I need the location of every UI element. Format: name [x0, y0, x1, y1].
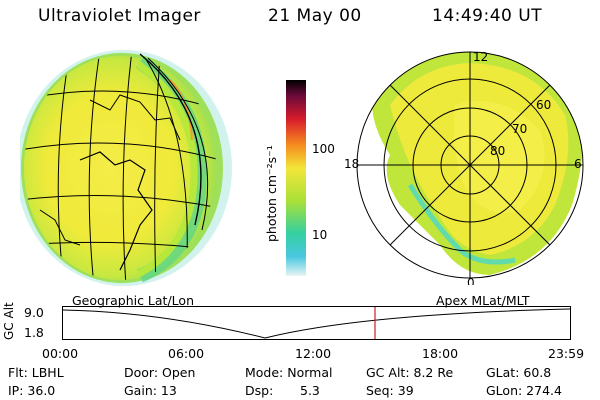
dsp-value: 5.3 [300, 383, 320, 398]
colorbar-unit-label: photon cm⁻²s⁻¹ [264, 145, 279, 242]
colorbar [286, 80, 306, 276]
filter-status: Flt: LBHL [8, 365, 64, 380]
altitude-max-label: 9.0 [24, 305, 44, 320]
time-label: 14:49:40 UT [432, 6, 543, 26]
earth-auroral-image [20, 50, 232, 286]
mlt-label-0: 0 [467, 276, 475, 285]
right-projection-label: Apex MLat/MLT [436, 293, 530, 308]
time-tick-0600: 06:00 [168, 346, 205, 361]
altitude-plot [62, 306, 571, 340]
door-status: Door: Open [124, 365, 196, 380]
dsp-label: Dsp: [245, 383, 274, 398]
time-tick-1800: 18:00 [422, 346, 459, 361]
glat-status: GLat: 60.8 [486, 365, 552, 380]
gc-alt-status: GC Alt: 8.2 Re [366, 365, 454, 380]
lat-label-60: 60 [536, 98, 551, 112]
altitude-axis-label: GC Alt [2, 302, 16, 340]
colorbar-tick-10: 10 [312, 228, 328, 242]
mlt-label-18: 18 [344, 157, 359, 171]
date-label: 21 May 00 [268, 6, 362, 26]
time-tick-2359: 23:59 [548, 346, 585, 361]
mlt-label-12: 12 [473, 50, 488, 64]
seq-status: Seq: 39 [366, 383, 414, 398]
mlt-label-6: 6 [574, 157, 582, 171]
time-tick-0000: 00:00 [42, 346, 79, 361]
polar-auroral-plot: 12 18 6 0 60 70 80 [344, 50, 584, 285]
mode-status: Mode: Normal [245, 365, 333, 380]
left-projection-label: Geographic Lat/Lon [72, 293, 194, 308]
altitude-min-label: 1.8 [24, 325, 44, 340]
lat-label-80: 80 [490, 144, 505, 158]
glon-status: GLon: 274.4 [486, 383, 562, 398]
time-tick-1200: 12:00 [295, 346, 332, 361]
colorbar-tick-100: 100 [312, 142, 335, 156]
instrument-title: Ultraviolet Imager [38, 6, 201, 26]
gain-status: Gain: 13 [124, 383, 177, 398]
ip-status: IP: 36.0 [8, 383, 56, 398]
lat-label-70: 70 [512, 122, 527, 136]
